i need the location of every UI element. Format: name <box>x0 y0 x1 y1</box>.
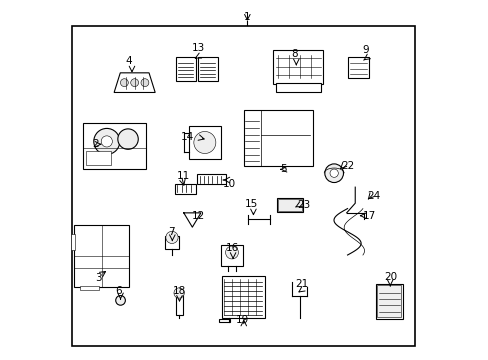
Text: 16: 16 <box>225 243 238 253</box>
Text: 7: 7 <box>167 227 174 237</box>
Bar <box>275 82 320 92</box>
Text: 14: 14 <box>180 132 193 142</box>
Bar <box>197 174 225 184</box>
Text: 15: 15 <box>244 199 258 208</box>
Bar <box>80 287 99 290</box>
Text: 22: 22 <box>340 161 353 171</box>
Text: 8: 8 <box>290 49 297 59</box>
Text: 5: 5 <box>280 164 286 174</box>
Circle shape <box>193 131 215 153</box>
Text: 24: 24 <box>367 191 380 201</box>
Text: 20: 20 <box>384 272 397 282</box>
Bar <box>175 184 196 194</box>
Text: 9: 9 <box>362 45 368 55</box>
Circle shape <box>141 79 148 87</box>
Text: 3: 3 <box>95 273 102 283</box>
Bar <box>198 58 218 81</box>
Bar <box>222 276 264 318</box>
Circle shape <box>118 129 138 149</box>
Text: 17: 17 <box>362 211 375 221</box>
Text: 13: 13 <box>191 43 204 53</box>
Circle shape <box>130 79 138 87</box>
Bar <box>277 199 302 211</box>
Bar <box>219 319 229 323</box>
Circle shape <box>165 231 178 243</box>
Circle shape <box>120 79 128 87</box>
Text: 18: 18 <box>172 286 186 296</box>
Bar <box>377 285 401 317</box>
Text: 19: 19 <box>236 315 249 325</box>
Bar <box>347 57 368 78</box>
Bar <box>86 151 111 165</box>
Text: 12: 12 <box>191 211 204 221</box>
Circle shape <box>116 296 125 305</box>
Circle shape <box>329 169 338 177</box>
Bar <box>71 234 75 249</box>
Bar <box>74 225 129 287</box>
Bar <box>221 245 242 266</box>
Circle shape <box>225 246 238 259</box>
Text: 21: 21 <box>294 279 307 289</box>
Text: 4: 4 <box>125 56 131 66</box>
Bar <box>276 198 303 212</box>
Bar <box>175 294 182 315</box>
Bar <box>83 123 145 169</box>
Circle shape <box>101 136 112 147</box>
Bar <box>176 58 195 81</box>
Circle shape <box>324 164 343 183</box>
Text: 2: 2 <box>93 139 99 149</box>
Circle shape <box>94 129 120 154</box>
Circle shape <box>174 288 184 298</box>
Bar <box>244 111 313 166</box>
Text: 23: 23 <box>296 200 309 210</box>
Text: 11: 11 <box>176 171 189 181</box>
Bar <box>72 26 414 346</box>
Text: 6: 6 <box>115 286 122 296</box>
Bar <box>189 126 220 158</box>
Polygon shape <box>114 73 155 93</box>
Text: 1: 1 <box>244 12 250 22</box>
Bar <box>272 50 323 84</box>
Bar <box>165 237 179 249</box>
Bar <box>375 284 402 319</box>
Text: 10: 10 <box>223 179 236 189</box>
